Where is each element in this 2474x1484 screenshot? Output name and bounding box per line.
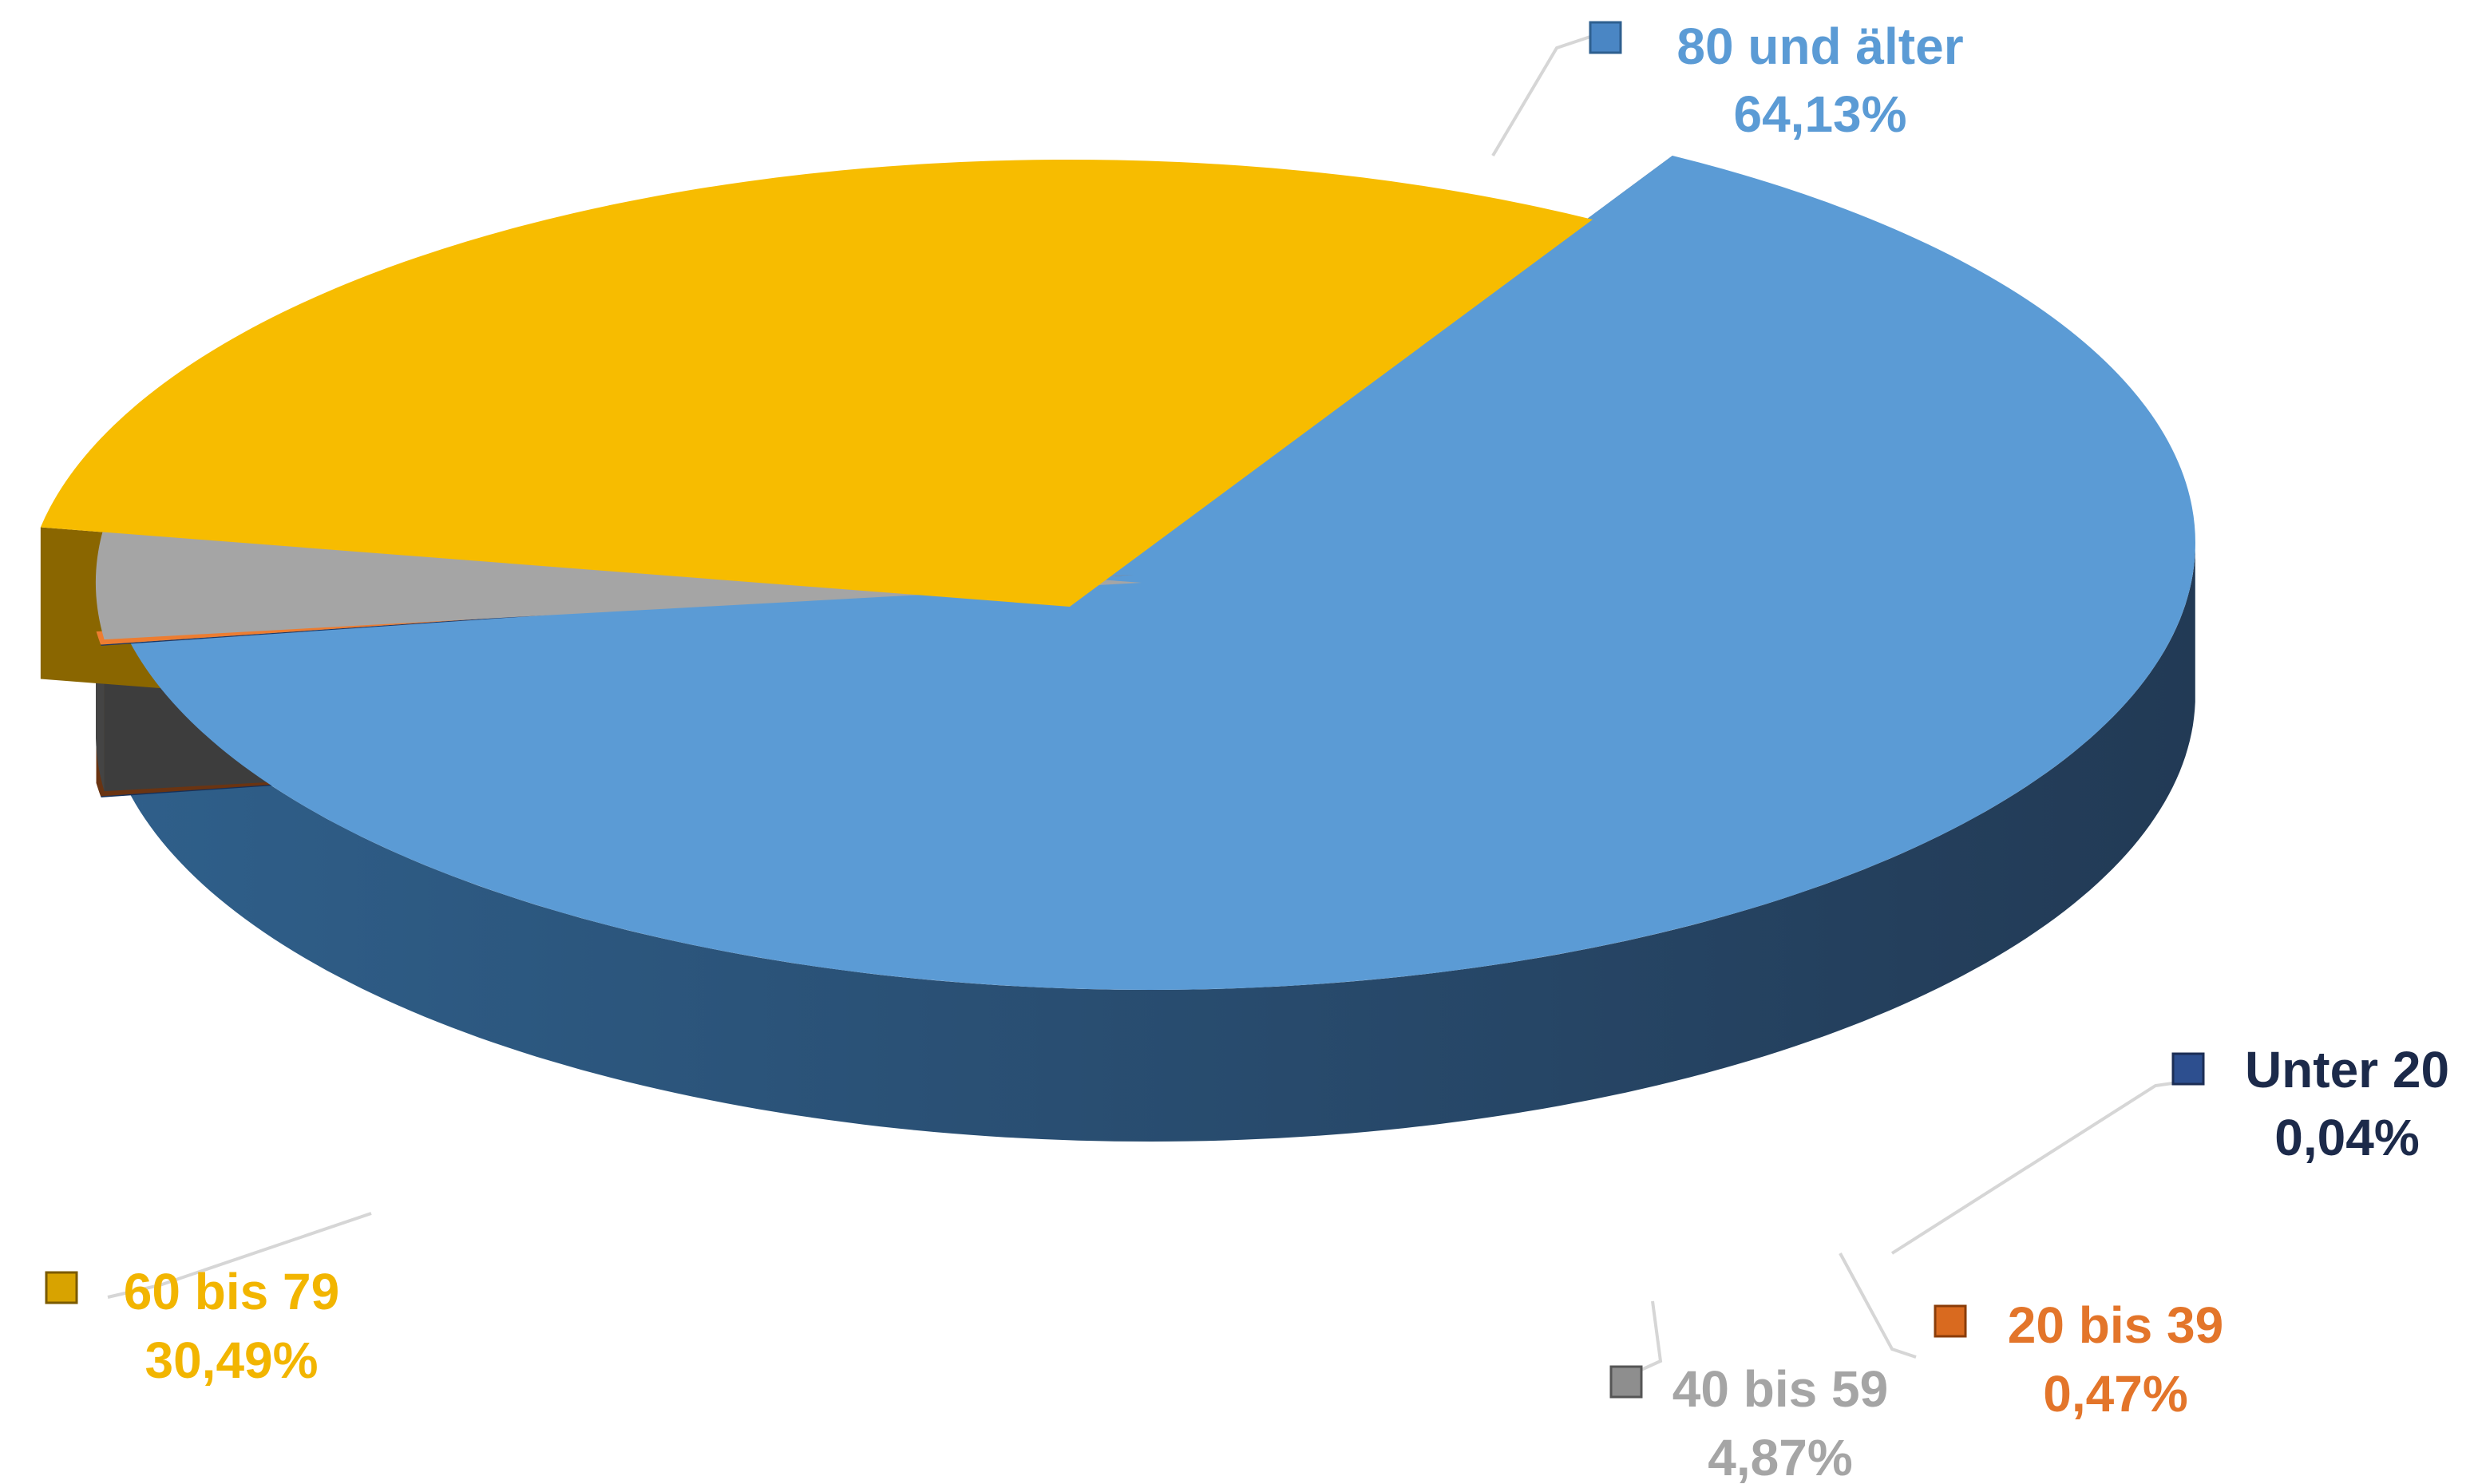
legend-marker-60-bis-79 (45, 1271, 78, 1304)
legend-marker-20-bis-39 (1934, 1304, 1967, 1338)
legend-marker-40-bis-59 (1609, 1365, 1643, 1399)
leader-line-unter-20 (1890, 1080, 2184, 1255)
label-name-unter-20: Unter 20 (2245, 1041, 2449, 1098)
label-name-40-bis-59: 40 bis 59 (1672, 1360, 1888, 1418)
legend-markers (45, 21, 2205, 1399)
label-value-20-bis-39: 0,47% (2043, 1365, 2187, 1423)
leader-line-60-bis-79 (107, 1212, 372, 1299)
label-value-unter-20: 0,04% (2274, 1109, 2419, 1166)
label-value-40-bis-59: 4,87% (1708, 1429, 1852, 1484)
label-value-80-und-alter: 64,13% (1733, 85, 1906, 143)
leader-line-80-und-alter (1491, 34, 1593, 157)
label-value-60-bis-79: 30,49% (144, 1332, 318, 1389)
slice-top-80-und-lter (117, 156, 2195, 990)
legend-marker-unter-20 (2171, 1052, 2205, 1086)
label-name-60-bis-79: 60 bis 79 (124, 1263, 339, 1320)
slice-wall-0 (117, 550, 2195, 1142)
leader-line-20-bis-39 (1839, 1252, 1917, 1359)
pie-slices (40, 156, 2195, 1142)
label-name-20-bis-39: 20 bis 39 (2008, 1296, 2223, 1354)
slice-top-60-bis-79 (40, 159, 1593, 607)
data-labels: 80 und älter 64,13% Unter 20 0,04% 20 bi… (124, 18, 2449, 1484)
label-name-80-und-alter: 80 und älter (1676, 18, 1963, 75)
legend-marker-80-und-alter (1589, 21, 1622, 54)
